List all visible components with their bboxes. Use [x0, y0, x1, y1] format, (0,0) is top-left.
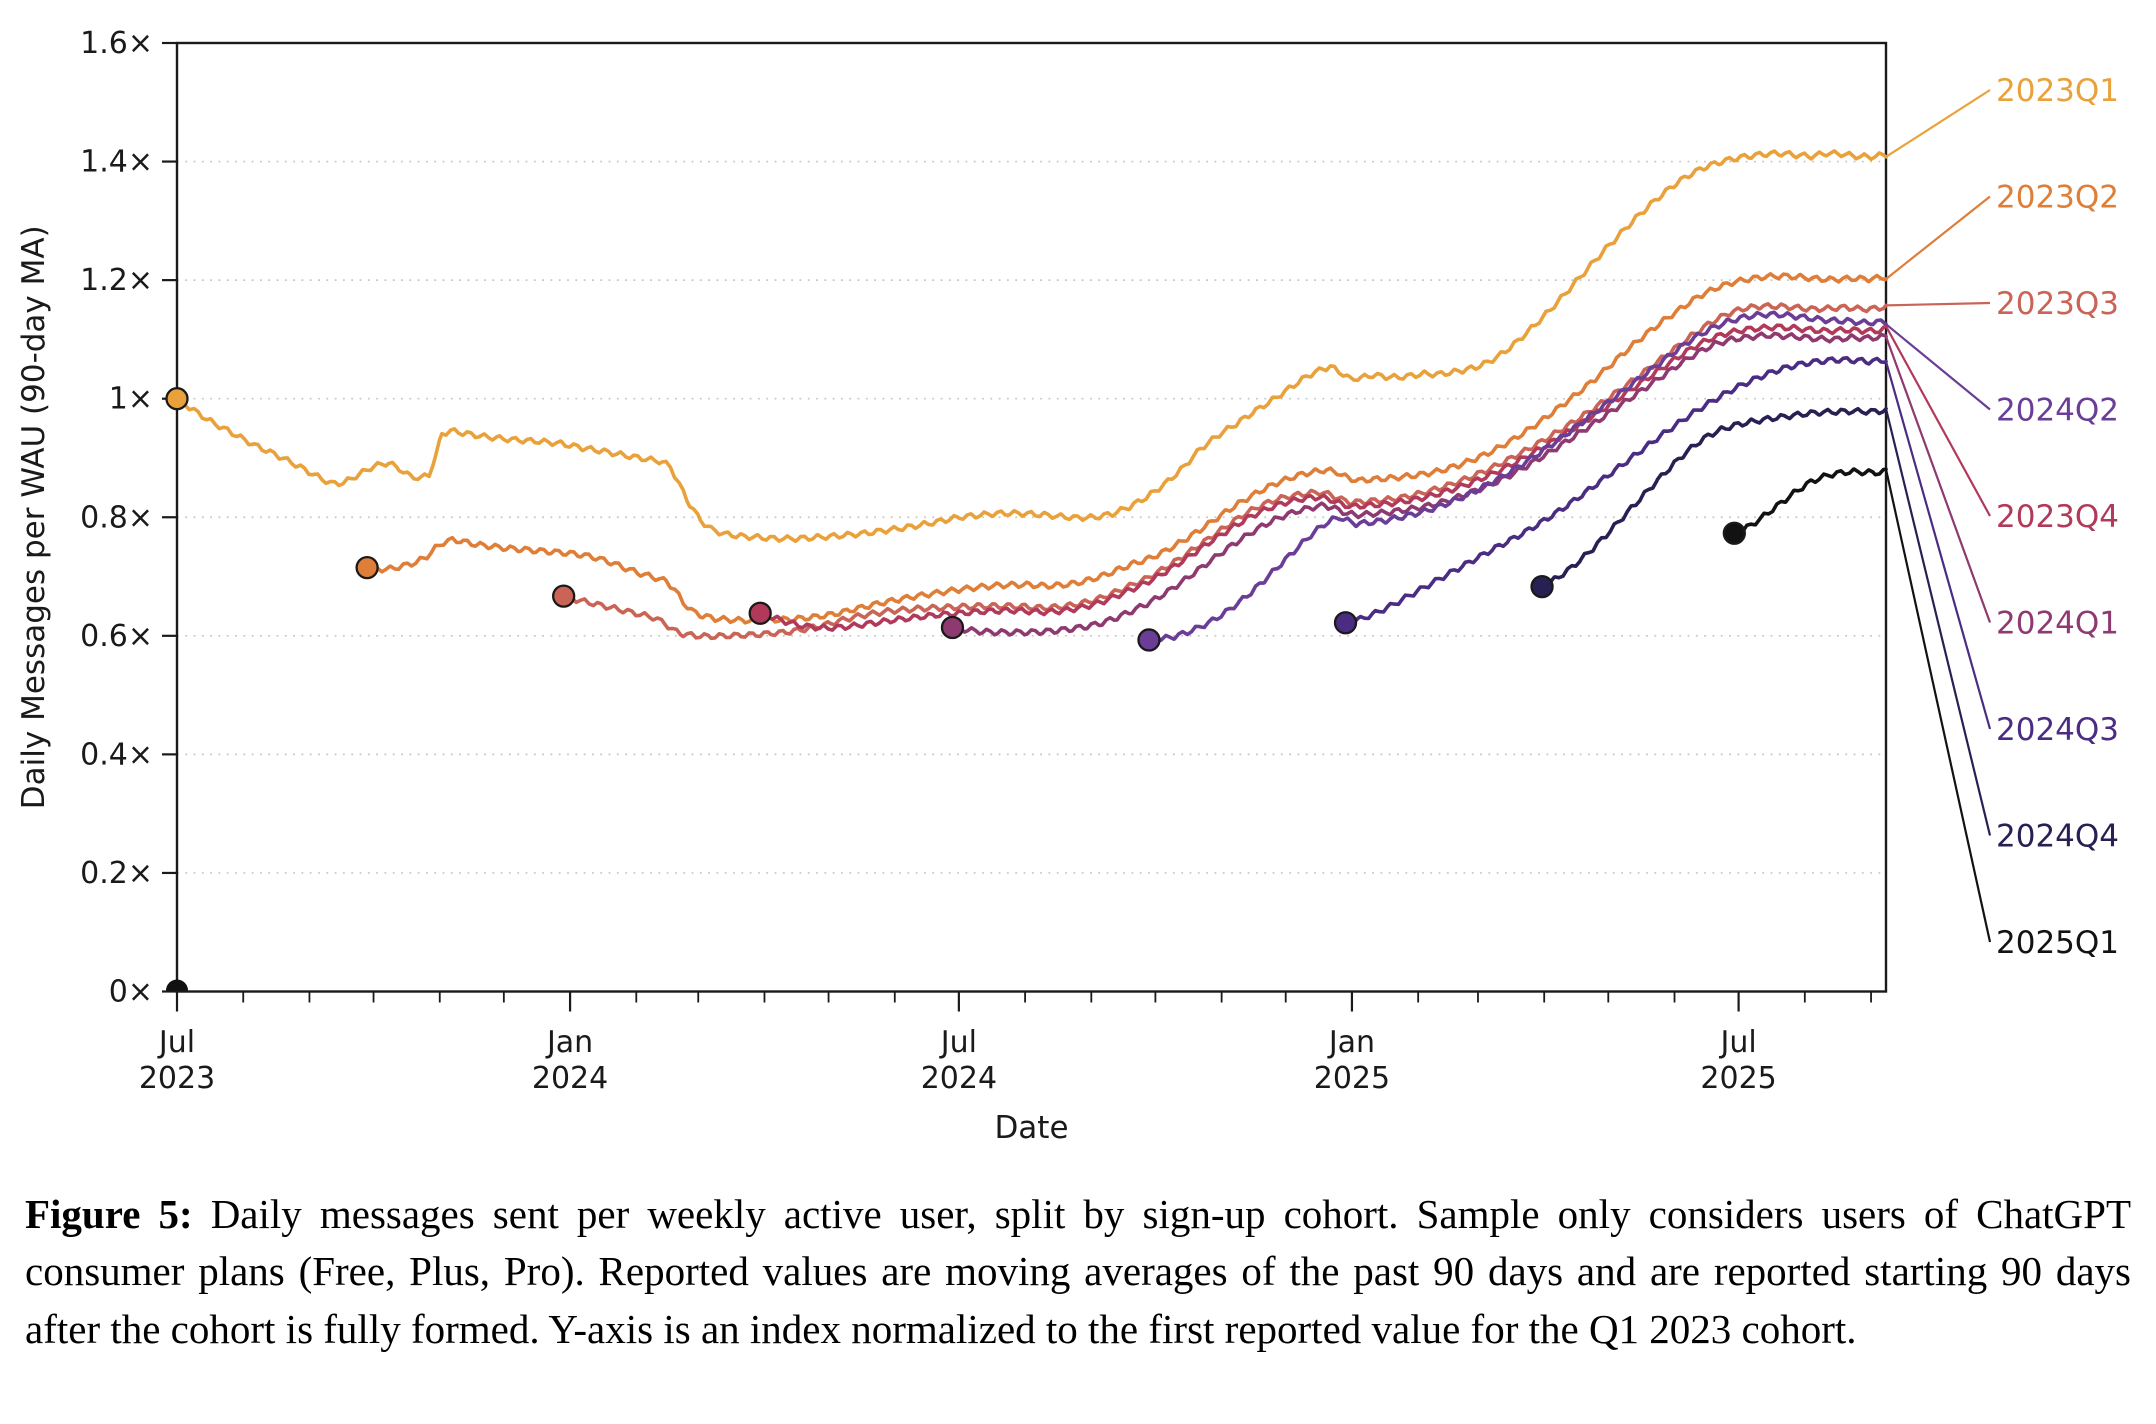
- x-tick-label-month: Jul: [1718, 1025, 1756, 1060]
- legend-label-2023Q4: 2023Q4: [1996, 499, 2119, 535]
- y-tick-label: 0×: [109, 975, 153, 1010]
- legend-connector-2024Q4: [1884, 408, 1992, 836]
- y-tick-label: 1.4×: [80, 145, 153, 180]
- y-tick-label: 1×: [109, 382, 153, 417]
- series-line-2023Q2: [365, 272, 1888, 625]
- y-axis-title: Daily Messages per WAU (90-day MA): [16, 225, 52, 809]
- series-start-dot-2025Q1: [1722, 521, 1746, 545]
- figure-caption-label: Figure 5:: [25, 1191, 193, 1237]
- series-line-2024Q4: [1540, 406, 1888, 589]
- series-line-2025Q1: [1732, 467, 1888, 535]
- series-line-2023Q4: [758, 323, 1888, 632]
- figure-caption: Figure 5: Daily messages sent per weekly…: [25, 1186, 2131, 1358]
- chart-area: 0× 0.2× 0.4× 0.6× 0.8× 1× 1.2× 1.4× 1.6× Jul 2023 J…: [16, 26, 2119, 1146]
- origin-marker: [166, 979, 188, 991]
- legend-label-2024Q2: 2024Q2: [1996, 393, 2119, 429]
- legend-connector-2023Q4: [1885, 325, 1991, 517]
- y-tick-label: 0.4×: [80, 737, 153, 772]
- x-tick-label-month: Jul: [939, 1025, 977, 1060]
- legend-connector-2023Q3: [1885, 301, 1991, 307]
- legend-connector-2024Q2: [1885, 323, 1991, 411]
- legend-connector-2024Q1: [1884, 336, 1992, 623]
- series-line-2023Q1: [175, 149, 1888, 543]
- series-start-dot-2024Q1: [940, 615, 965, 640]
- legend-label-2024Q3: 2024Q3: [1996, 712, 2119, 748]
- y-tick-label: 1.2×: [80, 263, 153, 298]
- legend-label-2024Q1: 2024Q1: [1996, 606, 2119, 642]
- legend-label-2023Q1: 2023Q1: [1996, 73, 2119, 109]
- series-line-2024Q3: [1343, 356, 1888, 626]
- legend-label-2023Q2: 2023Q2: [1996, 180, 2119, 216]
- legend-label-2025Q1: 2025Q1: [1996, 925, 2119, 961]
- y-tick-label: 0.2×: [80, 856, 153, 891]
- legend-connector-2025Q1: [1884, 469, 1992, 943]
- series-start-dot-2023Q2: [355, 555, 379, 580]
- series-start-dot-2024Q4: [1530, 574, 1554, 599]
- series-start-dot-2023Q1: [165, 387, 189, 411]
- x-tick-label-month: Jul: [157, 1025, 195, 1060]
- series-line-2024Q2: [1147, 310, 1888, 644]
- x-axis-title: Date: [994, 1110, 1068, 1146]
- y-tick-label: 0.6×: [80, 619, 153, 654]
- plot-frame: [175, 41, 1888, 993]
- series-start-dot-2023Q4: [748, 601, 772, 625]
- series-start-dot-2023Q3: [552, 584, 576, 608]
- x-tick-label-year: 2025: [1700, 1061, 1776, 1096]
- figure-caption-text: Daily messages sent per weekly active us…: [25, 1191, 2132, 1352]
- series-line-2024Q1: [950, 331, 1888, 637]
- series-line-2023Q3: [561, 302, 1888, 641]
- legend-label-2023Q3: 2023Q3: [1996, 286, 2119, 322]
- legend-connector-2023Q2: [1885, 195, 1991, 280]
- x-tick-label-month: Jan: [545, 1025, 593, 1060]
- x-tick-label-year: 2025: [1314, 1061, 1390, 1096]
- x-tick-label-month: Jan: [1327, 1025, 1375, 1060]
- series-start-dot-2024Q3: [1333, 611, 1358, 635]
- y-tick-label: 1.6×: [80, 26, 153, 61]
- legend-connector-2024Q3: [1884, 361, 1992, 730]
- y-tick-label: 0.8×: [80, 500, 153, 535]
- x-tick-label-year: 2023: [139, 1061, 215, 1096]
- legend-label-2024Q4: 2024Q4: [1996, 819, 2119, 855]
- x-tick-label-year: 2024: [532, 1061, 608, 1096]
- x-tick-label-year: 2024: [921, 1061, 997, 1096]
- series-start-dot-2024Q2: [1137, 628, 1161, 652]
- cohort-line-chart: 0×0.2×0.4×0.6×0.8×1×1.2×1.4×1.6×Jul2023J…: [16, 26, 2119, 1146]
- legend-connector-2023Q1: [1885, 89, 1991, 158]
